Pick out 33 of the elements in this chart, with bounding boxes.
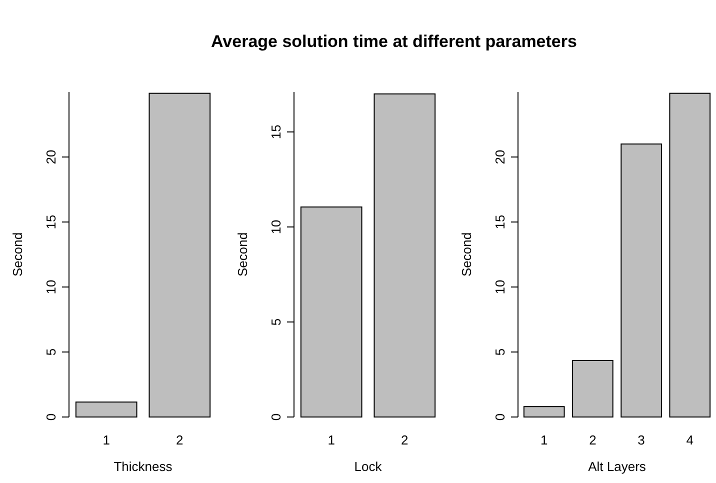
y-tick-label: 5: [268, 318, 284, 326]
x-tick-label: 2: [401, 432, 408, 448]
y-axis-title: Second: [459, 232, 474, 277]
y-tick-label: 15: [44, 214, 59, 230]
y-axis-title: Second: [10, 232, 25, 277]
bar: [620, 144, 662, 418]
bar: [572, 360, 614, 418]
y-tick-label: 15: [492, 214, 508, 230]
y-tick-label: 10: [268, 220, 284, 234]
x-axis-title: Alt Layers: [588, 459, 646, 474]
x-tick-label: 3: [638, 432, 645, 448]
y-tick-label: 10: [492, 280, 508, 294]
x-axis-title: Lock: [354, 459, 382, 474]
x-tick-label: 1: [540, 432, 548, 448]
y-tick-label: 10: [44, 280, 59, 294]
x-tick-label: 1: [102, 432, 110, 448]
x-axis-title: Thickness: [114, 459, 173, 474]
bar: [669, 92, 711, 418]
y-tick-label: 0: [268, 413, 284, 421]
y-tick-label: 5: [492, 348, 508, 356]
chart-title: Average solution time at different parameters: [211, 32, 577, 51]
y-tick-label: 20: [492, 150, 508, 164]
x-tick-label: 2: [176, 432, 184, 448]
x-tick-label: 2: [589, 432, 596, 448]
y-tick-label: 0: [44, 413, 59, 421]
x-tick-label: 4: [686, 432, 694, 448]
y-tick-label: 15: [268, 124, 284, 140]
y-tick-label: 20: [44, 150, 59, 164]
bar: [523, 406, 565, 418]
y-tick-label: 5: [44, 348, 59, 356]
x-tick-label: 1: [328, 432, 335, 448]
y-tick-label: 0: [492, 413, 508, 421]
y-axis-title: Second: [235, 232, 250, 277]
